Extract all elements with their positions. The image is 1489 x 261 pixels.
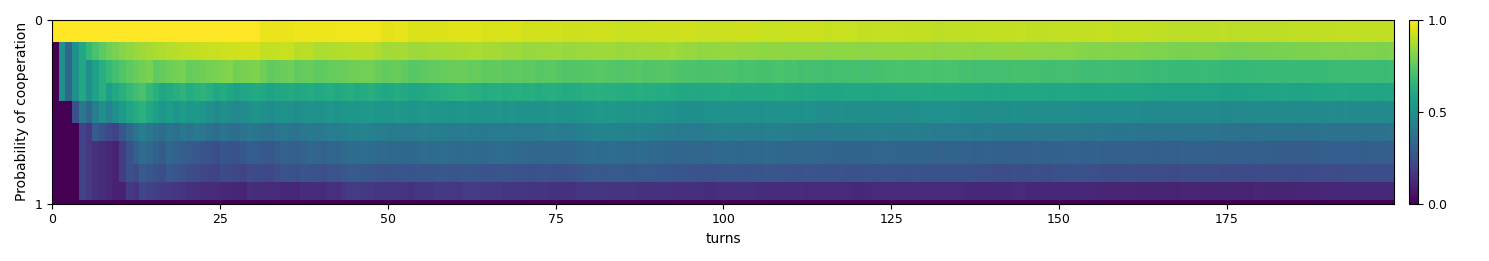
Y-axis label: Probability of cooperation: Probability of cooperation <box>15 22 28 201</box>
X-axis label: turns: turns <box>706 232 742 246</box>
